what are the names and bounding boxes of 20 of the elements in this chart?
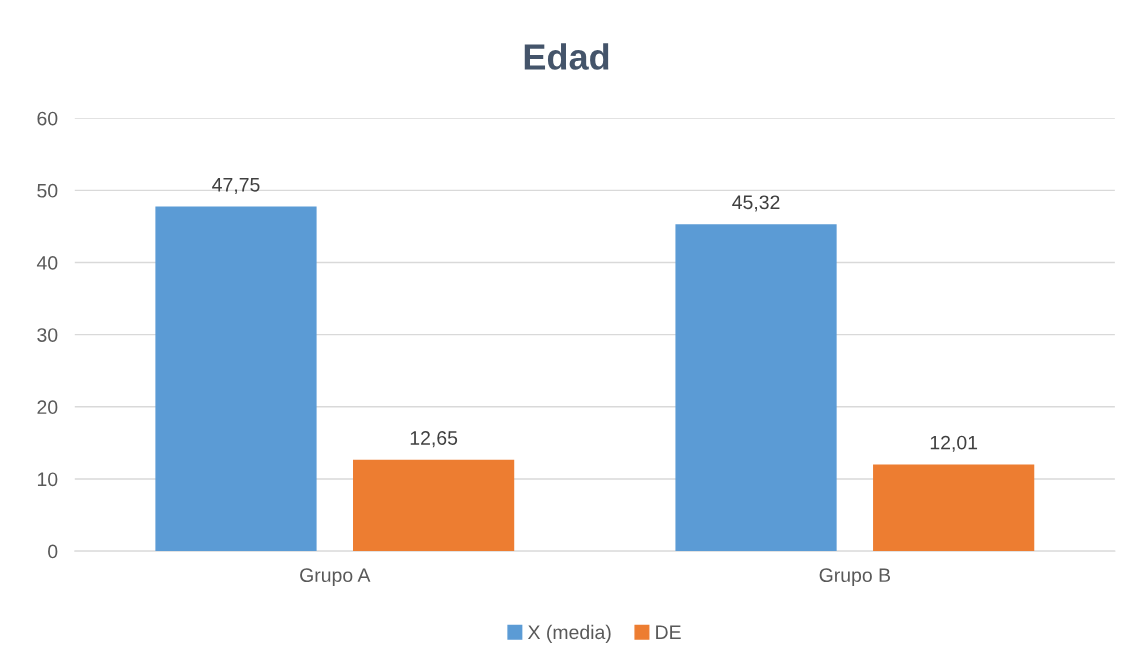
x-tick-label: Grupo A (300, 568, 371, 586)
chart-title: Edad (524, 43, 609, 70)
y-tick-label: 20 (37, 400, 58, 415)
y-tick-label: 0 (48, 544, 58, 559)
legend-label: DE (656, 625, 681, 639)
y-tick-label: 10 (37, 472, 58, 487)
y-tick-label: 40 (36, 255, 58, 270)
bar (155, 206, 317, 552)
data-label: 45,32 (732, 195, 780, 212)
y-tick-label: 50 (37, 183, 58, 198)
legend-label: X (media) (527, 624, 611, 643)
data-label: 47,75 (212, 178, 260, 194)
bar (675, 224, 837, 552)
y-tick-label: 30 (37, 328, 58, 342)
bar (353, 459, 515, 552)
data-label: 12,65 (410, 431, 458, 448)
data-label: 12,01 (930, 435, 978, 452)
x-tick-label: Grupo B (819, 568, 891, 586)
y-tick-label: 60 (37, 111, 58, 126)
bar (873, 464, 1035, 552)
